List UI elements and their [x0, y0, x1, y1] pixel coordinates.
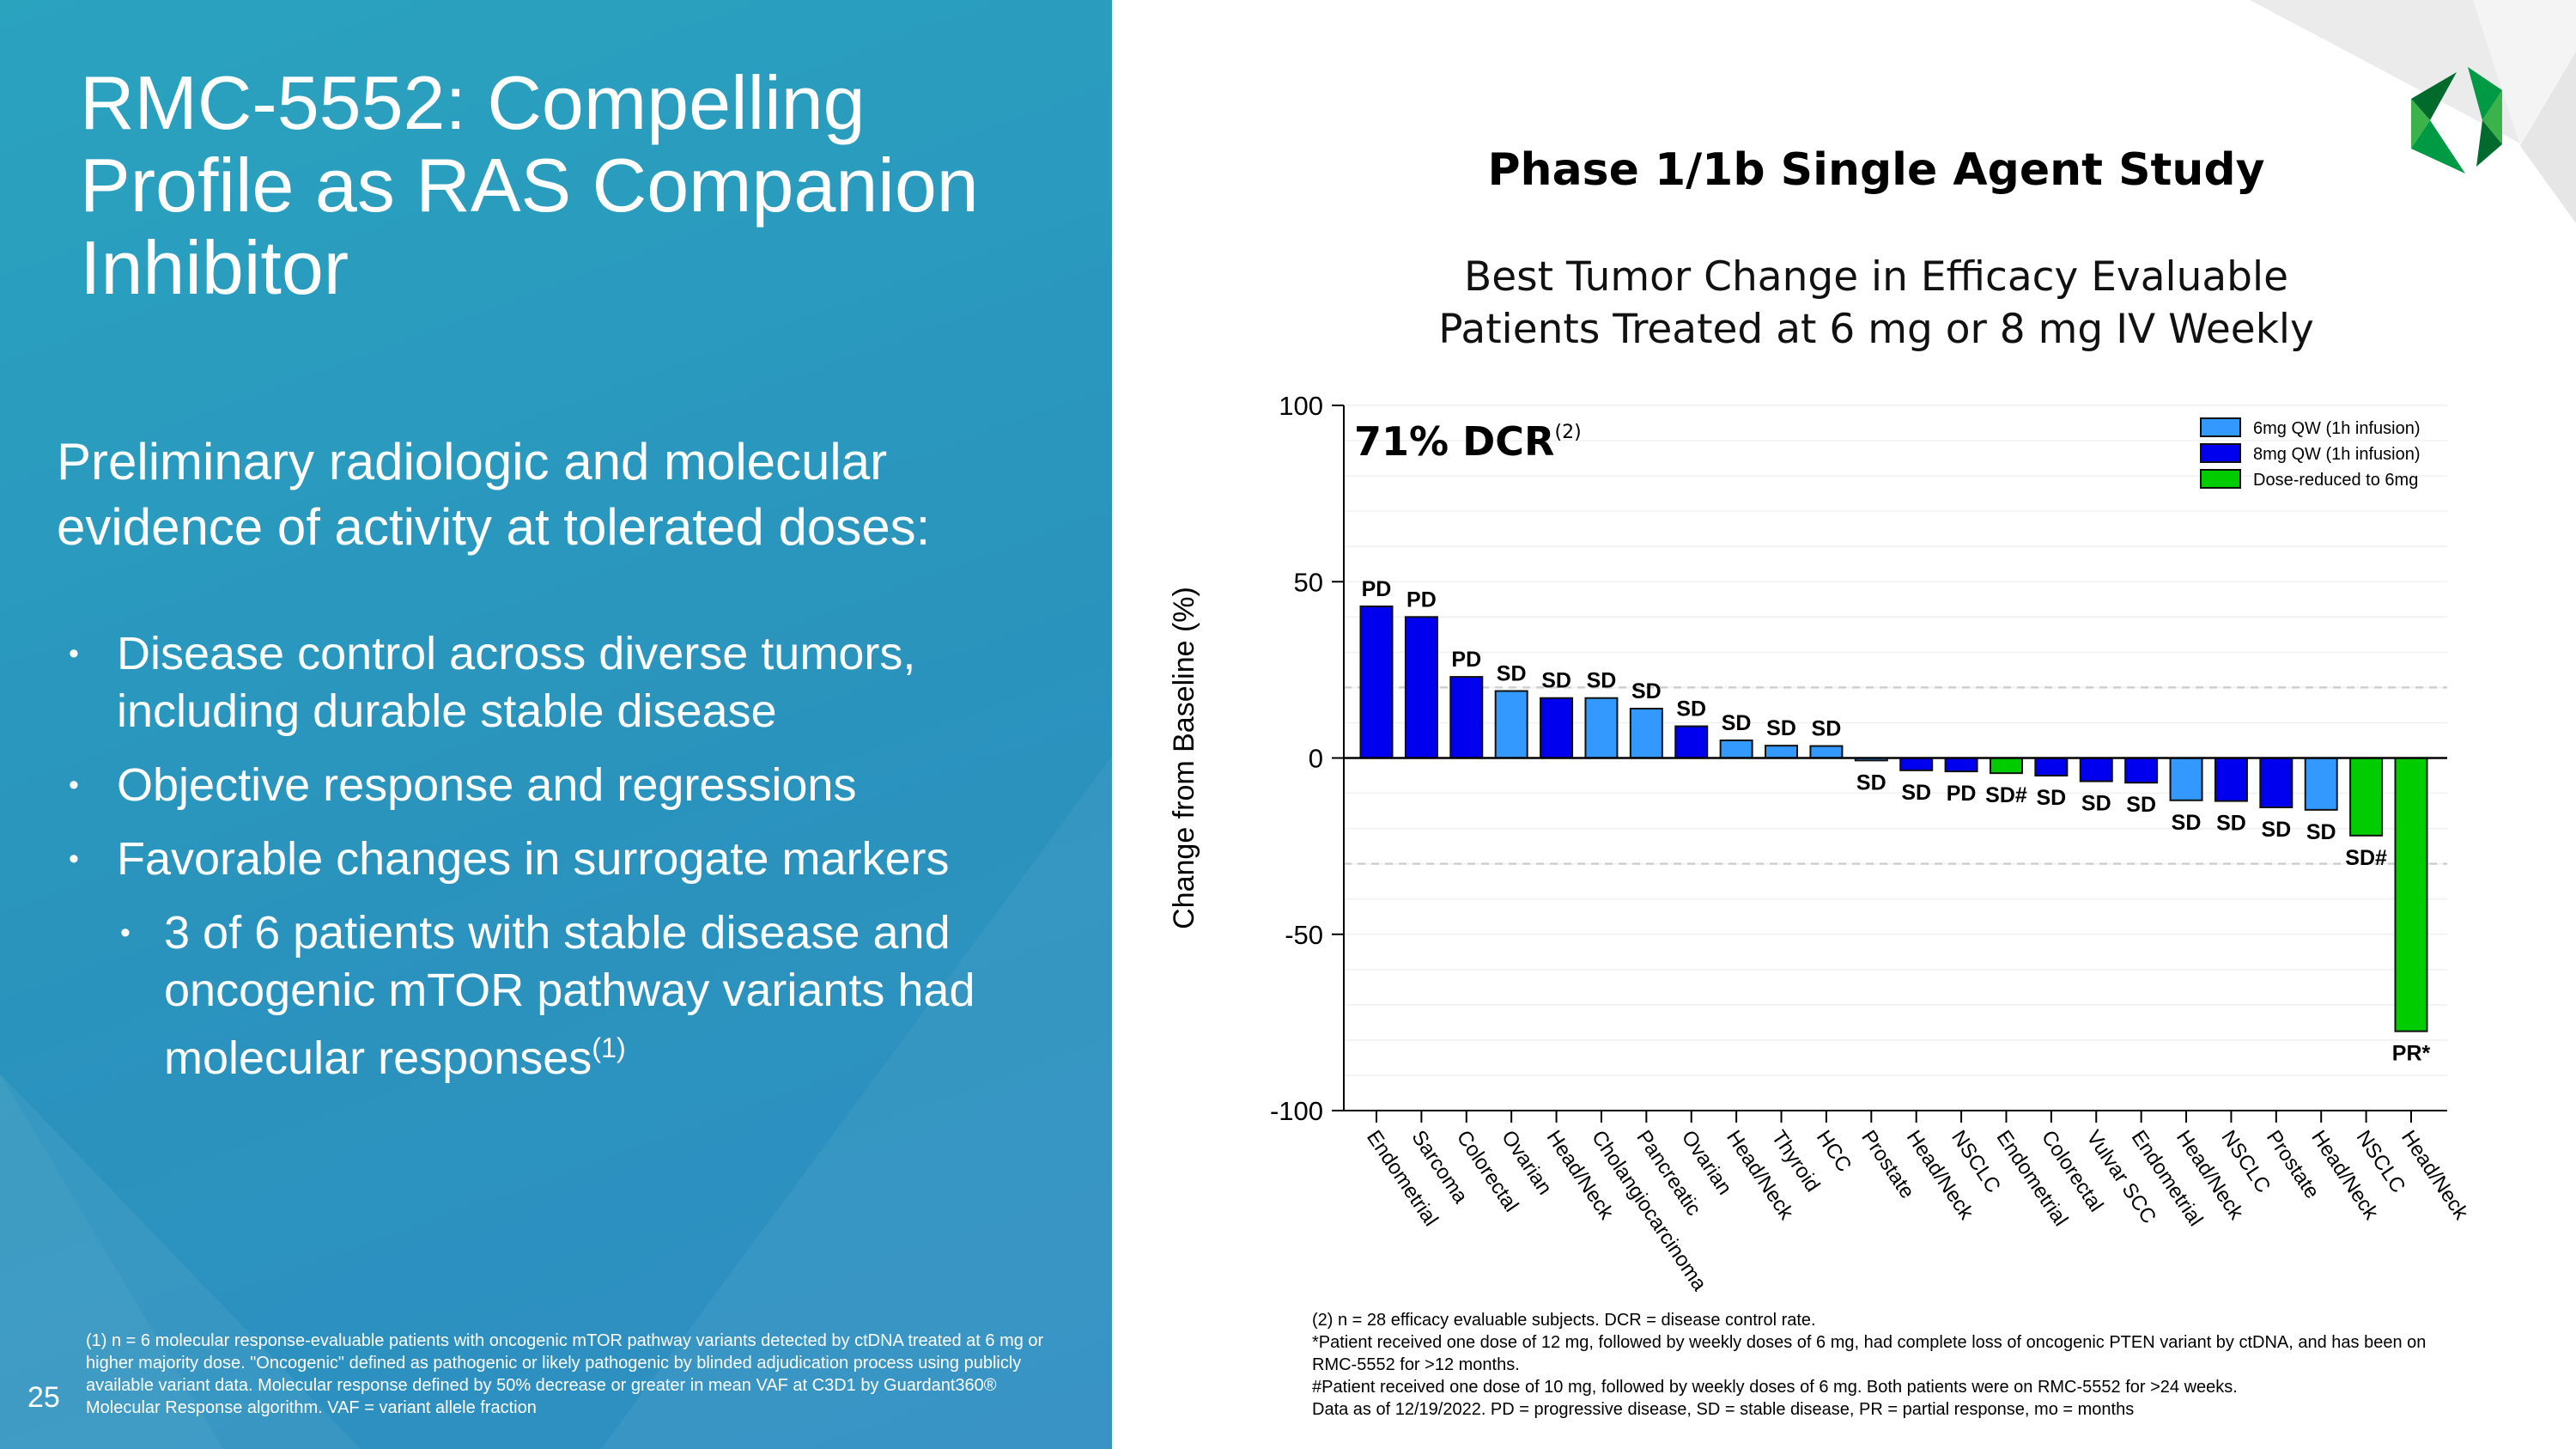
- chart-subtitle-line: Best Tumor Change in Efficacy Evaluable: [1464, 253, 2288, 301]
- y-tick-label: 50: [1294, 567, 1323, 597]
- bar: [2079, 757, 2113, 782]
- bar-label: SD: [1901, 781, 1931, 805]
- bar-label: SD: [1856, 770, 1886, 795]
- bar-label: SD: [2306, 820, 2336, 844]
- bar: [1404, 616, 1438, 759]
- bar: [1674, 725, 1709, 759]
- bar-label: PD: [1406, 588, 1437, 612]
- bullet-item: Disease control across diverse tumors, i…: [57, 625, 1096, 740]
- dcr-annotation: 71% DCR(2): [1354, 418, 1582, 465]
- bullet-item: Objective response and regressions: [57, 757, 1096, 814]
- bar: [2304, 757, 2338, 811]
- x-tick-label: HCC: [1812, 1126, 1856, 1176]
- bar-label: SD: [2216, 812, 2246, 836]
- bar-label: SD: [2261, 818, 2291, 842]
- bar: [1899, 757, 1934, 771]
- bar-label: SD: [2172, 811, 2202, 835]
- bullet-item: Favorable changes in surrogate markers: [57, 831, 1096, 888]
- bar: [1719, 739, 1753, 759]
- bar: [1765, 745, 1799, 759]
- bar: [2169, 757, 2203, 801]
- bar-label: SD: [1766, 716, 1796, 740]
- bar-label: PD: [1947, 782, 1977, 806]
- bar: [1989, 757, 2023, 775]
- lead-text: Preliminary radiologic and molecular evi…: [57, 433, 931, 556]
- legend-label: Dose-reduced to 6mg: [2253, 471, 2418, 490]
- bar-label: PR*: [2392, 1042, 2431, 1066]
- bar: [2214, 757, 2248, 802]
- x-tick-label: Head/Neck: [2397, 1126, 2473, 1224]
- bar: [1449, 676, 1484, 759]
- chart-footnotes: (2) n = 28 efficacy evaluable subjects. …: [1312, 1309, 2428, 1421]
- company-logo: [2411, 67, 2502, 174]
- bar: [2124, 757, 2159, 784]
- chart-subtitle: Best Tumor Change in Efficacy Evaluable …: [1374, 251, 2379, 356]
- bar: [1809, 745, 1844, 759]
- bar-label: SD: [2126, 793, 2156, 817]
- bar-label: SD#: [2345, 846, 2387, 870]
- y-tick-label: -100: [1270, 1096, 1323, 1126]
- bar: [2394, 757, 2428, 1032]
- bar-label: SD#: [1985, 783, 2027, 807]
- bar-label: SD: [1587, 669, 1617, 693]
- sub-bullet-text: 3 of 6 patients with stable disease and …: [164, 907, 975, 1084]
- bar: [1629, 708, 1663, 759]
- y-axis-label: Change from Baseline (%): [1168, 587, 1200, 929]
- bar-label: SD: [2081, 792, 2111, 816]
- footnote-ref: (1): [592, 1032, 626, 1063]
- page-number: 25: [27, 1381, 60, 1414]
- bar-label: SD: [1812, 717, 1842, 741]
- left-footnote: (1) n = 6 molecular response-evaluable p…: [86, 1331, 1044, 1417]
- bar: [2259, 757, 2293, 808]
- bar: [1540, 697, 1574, 759]
- sub-bullet-item: 3 of 6 patients with stable disease and …: [57, 904, 1096, 1087]
- footnote: Data as of 12/19/2022. PD = progressive …: [1312, 1400, 2135, 1419]
- bar-label: SD: [1541, 669, 1571, 693]
- bar-label: PD: [1451, 648, 1481, 672]
- bar: [1359, 605, 1394, 759]
- y-tick-label: 0: [1309, 744, 1323, 774]
- footnote: (2) n = 28 efficacy evaluable subjects. …: [1312, 1311, 1816, 1330]
- footnote: *Patient received one dose of 12 mg, fol…: [1312, 1333, 2427, 1374]
- bar-label: PD: [1362, 577, 1392, 601]
- y-tick-label: -50: [1285, 920, 1323, 950]
- bar-label: SD: [1497, 662, 1527, 686]
- bullet-list: Disease control across diverse tumors, i…: [57, 625, 1096, 1087]
- dcr-text: 71% DCR: [1354, 418, 1554, 465]
- chart-title: Phase 1/1b Single Agent Study: [1487, 144, 2265, 196]
- footnote: #Patient received one dose of 10 mg, fol…: [1312, 1378, 2238, 1397]
- bar: [1584, 697, 1619, 759]
- slide-title: RMC-5552: Compelling Profile as RAS Comp…: [80, 60, 979, 310]
- legend-swatch: [2200, 417, 2241, 437]
- bar: [1494, 690, 1528, 759]
- bar-label: SD: [1722, 711, 1752, 735]
- dcr-footnote-ref: (2): [1554, 422, 1581, 443]
- bar-label: SD: [2037, 786, 2067, 810]
- legend-swatch: [2200, 469, 2241, 489]
- legend-swatch: [2200, 443, 2241, 463]
- y-tick-label: 100: [1279, 391, 1323, 421]
- bar-label: SD: [1676, 697, 1706, 721]
- legend-label: 8mg QW (1h infusion): [2253, 445, 2421, 464]
- bar: [2349, 757, 2384, 837]
- bar: [2034, 757, 2069, 777]
- legend-label: 6mg QW (1h infusion): [2253, 419, 2421, 438]
- left-panel: RMC-5552: Compelling Profile as RAS Comp…: [0, 0, 1112, 1449]
- bar-label: SD: [1631, 679, 1662, 703]
- chart-subtitle-line: Patients Treated at 6 mg or 8 mg IV Week…: [1438, 306, 2314, 353]
- bar: [1944, 757, 1978, 773]
